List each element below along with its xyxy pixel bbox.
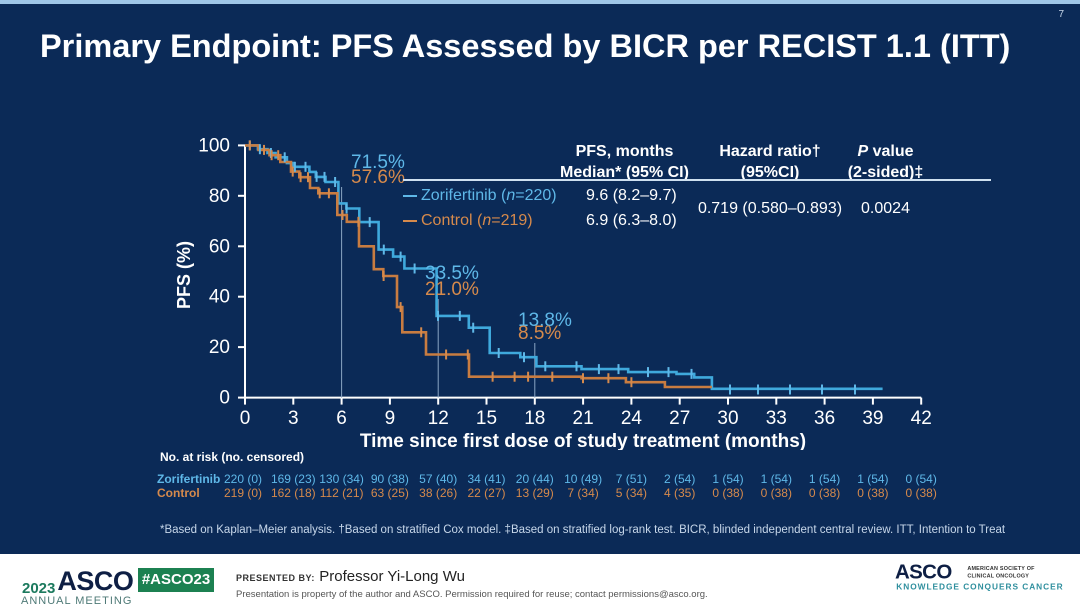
svg-text:30: 30 [717,408,738,429]
svg-text:PFS (%): PFS (%) [174,241,194,309]
svg-text:24: 24 [621,408,643,429]
svg-text:42: 42 [911,408,932,429]
svg-text:0: 0 [219,388,230,409]
svg-text:21: 21 [573,408,594,429]
svg-text:12: 12 [428,408,449,429]
svg-text:15: 15 [476,408,497,429]
svg-text:18: 18 [524,408,545,429]
svg-text:8.5%: 8.5% [518,323,561,344]
svg-text:27: 27 [669,408,690,429]
svg-text:6: 6 [336,408,347,429]
svg-text:Time since first dose of study: Time since first dose of study treatment… [360,431,806,450]
svg-text:36: 36 [814,408,835,429]
svg-text:33: 33 [766,408,787,429]
svg-text:40: 40 [209,287,230,308]
svg-text:3: 3 [288,408,299,429]
svg-text:0: 0 [240,408,251,429]
svg-text:9: 9 [385,408,396,429]
svg-text:39: 39 [862,408,883,429]
svg-text:21.0%: 21.0% [425,279,479,300]
svg-text:20: 20 [209,337,230,358]
